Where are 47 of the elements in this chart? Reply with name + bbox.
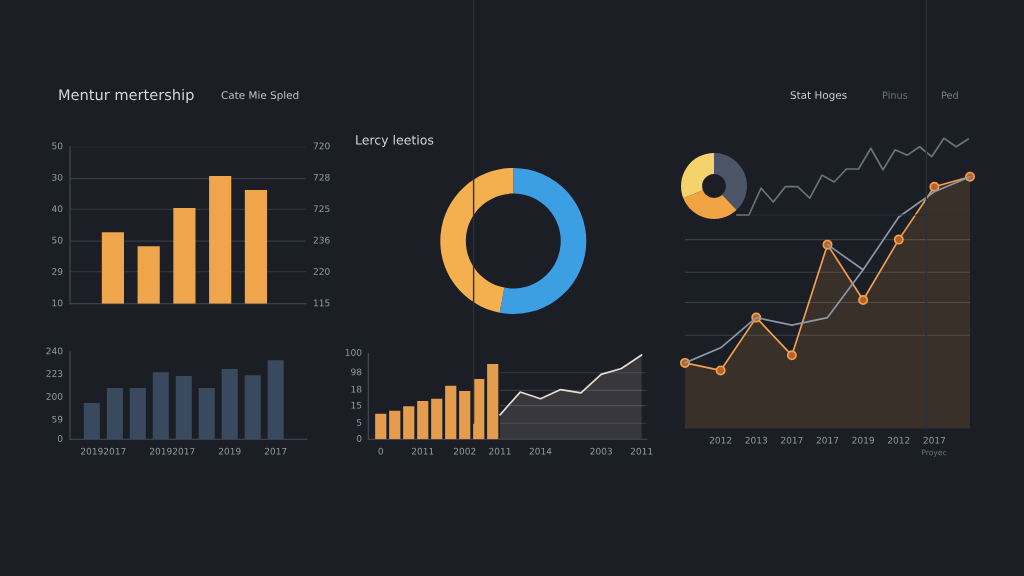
text: 18	[351, 385, 362, 393]
text: 240	[46, 347, 63, 355]
text: 59	[52, 415, 63, 423]
chart-title: Mentur mertership	[59, 88, 194, 104]
x-tick-label: 2019	[81, 447, 103, 455]
text: 100	[345, 349, 362, 356]
x-tick-label: 2019	[218, 447, 241, 455]
text: 720	[313, 142, 330, 150]
x-tick-label: 2017	[264, 447, 287, 455]
text: 200	[46, 393, 63, 400]
text: 115	[313, 299, 330, 307]
text: 223	[46, 370, 63, 377]
text: Stat Hoges	[790, 91, 847, 102]
x-tick-label: 2017	[103, 447, 126, 455]
text: Pinus	[882, 91, 908, 99]
x-tick-label: 2012	[887, 436, 910, 444]
x-tick-label: 2012	[709, 436, 732, 444]
text: 725	[313, 205, 330, 213]
x-tick-label: 2017	[781, 436, 803, 444]
text: 40	[51, 205, 63, 213]
text: 10	[52, 299, 63, 307]
x-tick-label: 2011	[489, 447, 511, 455]
text: 50	[52, 142, 63, 150]
x-tick-label: 2017	[923, 436, 946, 444]
chart-title: Lercy leetios	[356, 134, 434, 148]
x-tick-label: 2014	[529, 447, 552, 455]
text: Ped	[941, 91, 958, 99]
text: Cate Mie Spled	[221, 90, 299, 102]
x-tick-label: 2019	[149, 447, 172, 455]
x-tick-label: 2003	[590, 447, 612, 455]
text: 15	[351, 401, 362, 409]
text: 220	[313, 268, 330, 275]
x-tick-label: 2013	[745, 436, 768, 444]
x-tick-label: 2017	[172, 447, 195, 455]
text: 50	[52, 236, 63, 244]
x-tick-label: 2002	[453, 447, 476, 455]
text: 236	[313, 236, 330, 244]
x-tick-label: 2011	[630, 447, 653, 455]
text: 728	[313, 173, 330, 181]
text: 30	[52, 173, 63, 181]
x-tick-label: 2019	[852, 436, 874, 444]
x-tick-label: 2017	[816, 436, 839, 444]
text: 29	[52, 268, 63, 275]
x-tick-label: 0	[378, 447, 384, 455]
x-tick-label: 2011	[411, 447, 434, 455]
text: 5	[356, 419, 362, 426]
text: 98	[351, 368, 362, 376]
